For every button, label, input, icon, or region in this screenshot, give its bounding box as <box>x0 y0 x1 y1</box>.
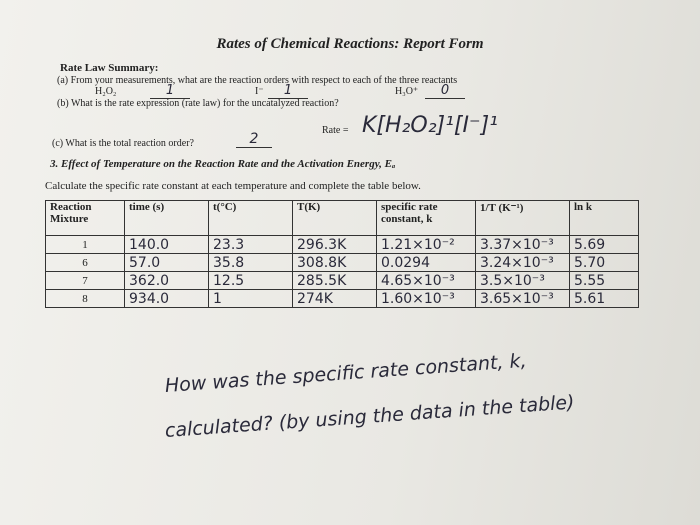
column-header: ln k <box>569 200 639 236</box>
table-cell: 274K <box>292 289 377 308</box>
table-cell: 1 <box>45 235 125 254</box>
table-row: 7 362.0 12.5 285.5K 4.65×10⁻³ 3.5×10⁻³ 5.55 <box>45 271 639 290</box>
table-cell: 0.0294 <box>376 253 476 272</box>
table-cell: 5.69 <box>569 235 639 254</box>
column-header: t(°C) <box>208 200 293 236</box>
column-header: T(K) <box>292 200 377 236</box>
table-cell: 3.65×10⁻³ <box>475 289 570 308</box>
question: (b) What is the rate expression (rate la… <box>57 98 339 109</box>
handwritten-text: calculated? (by using the data in the ta… <box>164 391 576 442</box>
column-header: specific rate constant, k <box>376 200 476 236</box>
header-row: Reaction Mixture time (s) t(°C) T(K) specifi… <box>45 200 639 236</box>
column-header: time (s) <box>124 200 209 236</box>
table-cell: 4.65×10⁻³ <box>376 271 476 290</box>
label: H₂O₂ <box>95 86 117 97</box>
table-cell: 8 <box>45 289 125 308</box>
table-cell: 1 <box>208 289 293 308</box>
label: I⁻ <box>255 86 264 97</box>
table-cell: 7 <box>45 271 125 290</box>
rate-label: Rate = <box>322 125 349 136</box>
data-table: Reaction Mixture time (s) t(°C) T(K) specifi… <box>45 200 639 308</box>
table-cell: 285.5K <box>292 271 377 290</box>
answer: K[H₂O₂]¹[I⁻]¹ <box>362 113 498 138</box>
table-cell: 296.3K <box>292 235 377 254</box>
title: Rates of Chemical Reactions: Report Form <box>216 36 484 52</box>
answer: 1 <box>268 83 308 99</box>
table-cell: 5.70 <box>569 253 639 272</box>
table-cell: 934.0 <box>124 289 209 308</box>
table-cell: 362.0 <box>124 271 209 290</box>
table-cell: 12.5 <box>208 271 293 290</box>
table-cell: 3.37×10⁻³ <box>475 235 570 254</box>
handwritten-text: How was the specific rate constant, k, <box>164 349 528 397</box>
question: (a) From your measurements, what are the… <box>57 75 458 86</box>
table-row: 8 934.0 1 274K 1.60×10⁻³ 3.65×10⁻³ 5.61 <box>45 289 639 308</box>
table-cell: 1.60×10⁻³ <box>376 289 476 308</box>
table-cell: 140.0 <box>124 235 209 254</box>
column-header: Reaction Mixture <box>45 200 125 236</box>
table-cell: 35.8 <box>208 253 293 272</box>
table-cell: 57.0 <box>124 253 209 272</box>
question: (c) What is the total reaction order? <box>52 138 194 149</box>
table-cell: 1.21×10⁻² <box>376 235 476 254</box>
table-cell: 3.5×10⁻³ <box>475 271 570 290</box>
instruction: Calculate the specific rate constant at … <box>45 180 421 192</box>
label: H₃O⁺ <box>395 86 419 97</box>
table-cell: 308.8K <box>292 253 377 272</box>
answer: 0 <box>425 83 465 99</box>
answer: 2 <box>236 131 272 148</box>
table-cell: 3.24×10⁻³ <box>475 253 570 272</box>
table-cell: 6 <box>45 253 125 272</box>
table-cell: 23.3 <box>208 235 293 254</box>
table-row: 6 57.0 35.8 308.8K 0.0294 3.24×10⁻³ 5.70 <box>45 253 639 272</box>
column-header: 1/T (K⁻¹) <box>475 200 570 236</box>
table-cell: 5.55 <box>569 271 639 290</box>
answer: 1 <box>150 83 190 99</box>
table-row: 1 140.0 23.3 296.3K 1.21×10⁻² 3.37×10⁻³ 5.69 <box>45 235 639 254</box>
heading: Rate Law Summary: <box>60 62 159 74</box>
section-heading: 3. Effect of Temperature on the Reaction… <box>50 158 396 170</box>
table-cell: 5.61 <box>569 289 639 308</box>
table-body: 1 140.0 23.3 296.3K 1.21×10⁻² 3.37×10⁻³ 5.69 6 5… <box>45 235 639 308</box>
